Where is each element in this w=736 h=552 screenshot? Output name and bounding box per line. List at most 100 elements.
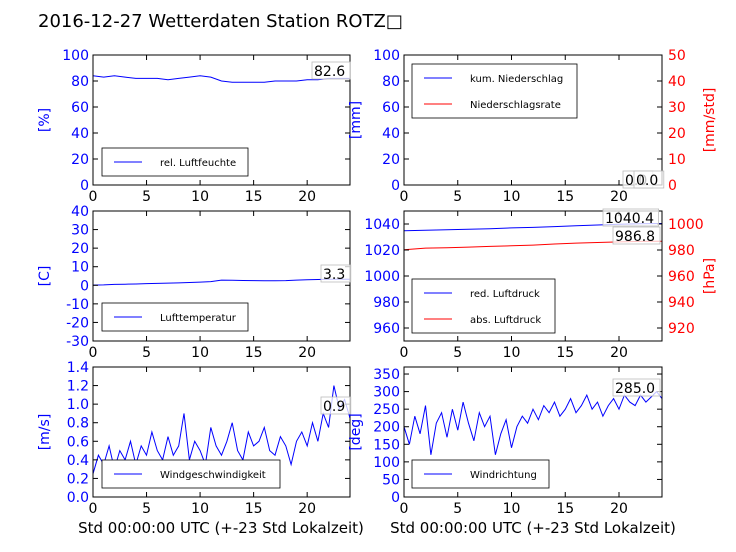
x-tick-label: 0 <box>89 189 98 205</box>
y-tick-label: 1.4 <box>67 360 89 376</box>
y-tick-label: -30 <box>66 334 89 350</box>
y-tick-label: -10 <box>66 297 89 313</box>
y-axis-label-right: [mm/std] <box>702 88 718 153</box>
y-tick-label: 150 <box>373 437 400 453</box>
y-tick-label: 250 <box>373 402 400 418</box>
legend: red. Luftdruck abs. Luftdruck <box>411 278 556 334</box>
y-tick-label: 60 <box>71 100 89 116</box>
y-tick-label: 0 <box>391 178 400 194</box>
y-tick-label: 100 <box>373 48 400 64</box>
value-label-box <box>311 61 351 80</box>
x-tick-label: 15 <box>245 345 263 361</box>
value-label-box <box>633 170 665 189</box>
x-tick-label: 10 <box>503 345 521 361</box>
y-tick-label: 0.4 <box>67 453 89 469</box>
value-label: 0.9 <box>323 399 345 415</box>
y-tick-label: 0 <box>391 490 400 506</box>
y-axis-label-right: [hPa] <box>702 258 718 294</box>
y-tick-label-right: 980 <box>668 243 695 259</box>
panel-humidity: 0 5 10 15 20 0 20 40 60 80 100 [%] rel. Luftfeuchte 8… <box>37 48 351 205</box>
y-tick-label: 40 <box>382 126 400 142</box>
value-label: 986.8 <box>615 229 655 245</box>
legend-label: red. Luftdruck <box>470 289 540 300</box>
plot-frame <box>92 366 351 498</box>
value-label: 285.0 <box>615 381 655 397</box>
value-label-box <box>320 264 352 283</box>
y-axis-label: [%] <box>37 108 53 132</box>
value-label: 3.3 <box>323 267 345 283</box>
y-tick-label-right: 0 <box>668 178 677 194</box>
y-axis-label: [m/s] <box>37 414 53 451</box>
y-tick-label-right: 1000 <box>668 217 704 233</box>
panel-temperature: 0 5 10 15 20 -30 -20 -10 0 10 20 30 40 [C] Lufttempera… <box>37 204 352 361</box>
panel-precipitation: 0 5 10 15 20 0 20 40 60 80 100 0 10 20 30 40 50 [mm] [mm/s… <box>348 48 718 205</box>
x-tick-label: 15 <box>556 501 574 517</box>
legend: Windrichtung <box>411 459 550 489</box>
y-tick-label-right: 940 <box>668 295 695 311</box>
series-line-winddirection <box>403 390 663 455</box>
legend-box <box>411 278 556 334</box>
plot-frame <box>403 366 663 498</box>
y-tick-label: 1020 <box>364 243 400 259</box>
y-tick-label-right: 20 <box>668 126 686 142</box>
value-label: 1040.4 <box>605 211 654 227</box>
x-tick-label: 20 <box>610 501 628 517</box>
x-tick-label: 20 <box>610 345 628 361</box>
y-axis-label: [deg] <box>348 413 364 450</box>
x-tick-label: 5 <box>453 345 462 361</box>
y-tick-label: 0 <box>80 278 89 294</box>
y-tick-label: 1000 <box>364 269 400 285</box>
x-axis-label-left: Std 00:00:00 UTC (+-23 Std Lokalzeit) <box>78 519 364 537</box>
value-label-box <box>602 208 659 227</box>
figure-title: 2016-12-27 Wetterdaten Station ROTZ□ <box>38 11 403 32</box>
y-tick-label: 100 <box>373 455 400 471</box>
plot-frame <box>403 54 663 186</box>
value-label-box <box>320 396 352 415</box>
x-tick-label: 0 <box>89 501 98 517</box>
y-tick-label: 40 <box>71 126 89 142</box>
y-tick-label: 1.2 <box>67 379 89 395</box>
y-tick-label: 60 <box>382 100 400 116</box>
y-axis-label: [mm] <box>348 101 364 139</box>
panel-winddirection: 0 5 10 15 20050100150200250300350[deg]Windri… <box>348 366 663 517</box>
x-tick-label: 0 <box>400 189 409 205</box>
x-tick-label: 15 <box>245 189 263 205</box>
y-tick-label-right: 920 <box>668 321 695 337</box>
x-axis-label-right: Std 00:00:00 UTC (+-23 Std Lokalzeit) <box>390 519 676 537</box>
y-tick-label: 0.8 <box>67 416 89 432</box>
value-label-box <box>612 378 661 397</box>
x-tick-label: 15 <box>556 189 574 205</box>
value-label-box <box>612 226 661 245</box>
x-tick-label: 20 <box>610 189 628 205</box>
x-tick-label: 5 <box>142 189 151 205</box>
y-tick-label: 300 <box>373 385 400 401</box>
legend-label: rel. Luftfeuchte <box>160 158 236 169</box>
y-tick-label: 50 <box>382 472 400 488</box>
y-tick-label: 80 <box>382 74 400 90</box>
y-tick-label: 0 <box>80 178 89 194</box>
x-tick-label: 15 <box>556 345 574 361</box>
y-tick-label-right: 40 <box>668 74 686 90</box>
series-line-temperature <box>92 278 350 286</box>
legend: Lufttemperatur <box>101 302 249 332</box>
x-tick-label: 10 <box>503 189 521 205</box>
x-tick-label: 20 <box>298 501 316 517</box>
plot-frame <box>92 54 351 186</box>
value-label: 0.0 <box>636 173 658 189</box>
x-tick-label: 0 <box>400 501 409 517</box>
legend: kum. Niederschlag Niederschlagsrate <box>411 63 578 119</box>
legend-label: Windrichtung <box>470 470 537 481</box>
legend-label: abs. Luftdruck <box>470 315 541 326</box>
y-tick-label: 30 <box>71 223 89 239</box>
y-tick-label: 0.6 <box>67 434 89 450</box>
y-tick-label: 1040 <box>364 217 400 233</box>
x-tick-label: 5 <box>453 189 462 205</box>
panel-pressure: 0 5 10 15 20 960 980 1000 1020 1040 920 940 960 980 10… <box>364 208 718 361</box>
legend-label: Niederschlagsrate <box>470 100 561 111</box>
x-tick-label: 5 <box>142 501 151 517</box>
panel-windspeed: 0 5 10 15 20 0.0 0.2 0.4 0.6 0.8 1.0 1.2 1.4 [m/s] Win… <box>37 360 352 517</box>
y-tick-label-right: 30 <box>668 100 686 116</box>
y-axis-label: [C] <box>37 266 53 287</box>
legend-label: kum. Niederschlag <box>470 74 563 85</box>
